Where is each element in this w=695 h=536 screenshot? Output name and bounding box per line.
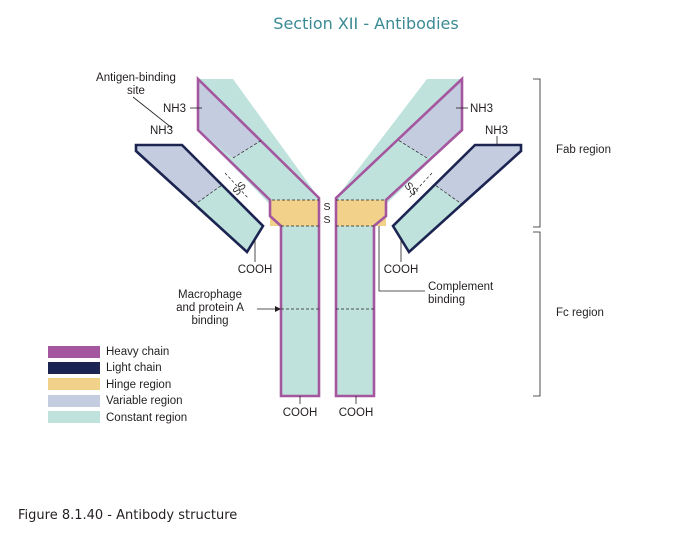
legend: Heavy chain Light chain Hinge region Var… (48, 346, 187, 424)
left-hinge-region (270, 200, 319, 226)
right-light-chain-outline (391, 143, 523, 255)
legend-label-light-chain: Light chain (106, 362, 162, 374)
complement-label-line2: binding (428, 294, 465, 306)
left-heavy-variable-region (198, 79, 262, 158)
right-light-nh3-label: NH3 (485, 125, 508, 137)
legend-swatch-light-chain (48, 362, 100, 374)
left-light-variable-region (136, 145, 222, 205)
left-heavy-cooh-label: COOH (283, 407, 318, 419)
antigen-binding-site-label-line1: Antigen-binding (96, 72, 176, 84)
hinge-disulfide-label-top: S (323, 201, 330, 213)
hinge-disulfide-label-bottom: S (323, 214, 330, 226)
legend-swatch-heavy-chain (48, 346, 100, 358)
legend-swatch-hinge-region (48, 378, 100, 390)
left-light-cooh-label: COOH (238, 264, 273, 276)
right-heavy-cooh-label: COOH (339, 407, 374, 419)
fab-region-bracket (533, 78, 541, 228)
legend-label-variable-region: Variable region (106, 395, 183, 407)
macrophage-arrow-head (275, 306, 281, 312)
right-light-variable-region (435, 145, 521, 205)
legend-label-heavy-chain: Heavy chain (106, 346, 169, 358)
right-heavy-variable-region (398, 79, 462, 158)
fc-region-bracket (533, 231, 541, 397)
macrophage-label-line3: binding (191, 315, 228, 327)
legend-label-hinge-region: Hinge region (106, 379, 171, 391)
figure-caption: Figure 8.1.40 - Antibody structure (18, 508, 237, 523)
legend-label-constant-region: Constant region (106, 412, 187, 424)
domain-boundaries (193, 139, 464, 310)
antigen-site-leader (132, 96, 173, 129)
left-heavy-chain-stem (281, 216, 319, 396)
left-light-nh3-label: NH3 (150, 125, 173, 137)
antigen-binding-site-label-line2: site (127, 85, 145, 97)
right-light-cooh-label: COOH (384, 264, 419, 276)
right-heavy-chain-stem (336, 216, 374, 396)
macrophage-label-line1: Macrophage (178, 289, 242, 301)
complement-leader (378, 226, 425, 292)
macrophage-label-line2: and protein A (176, 302, 244, 314)
legend-swatch-constant-region (48, 411, 100, 423)
left-light-chain-outline (134, 143, 265, 255)
left-heavy-nh3-label: NH3 (163, 103, 186, 115)
section-title: Section XII - Antibodies (273, 14, 458, 33)
legend-swatch-variable-region (48, 395, 100, 407)
fab-region-label: Fab region (556, 144, 611, 156)
complement-label-line1: Complement (428, 281, 494, 293)
fc-region-label: Fc region (556, 307, 604, 319)
right-heavy-nh3-label: NH3 (470, 103, 493, 115)
